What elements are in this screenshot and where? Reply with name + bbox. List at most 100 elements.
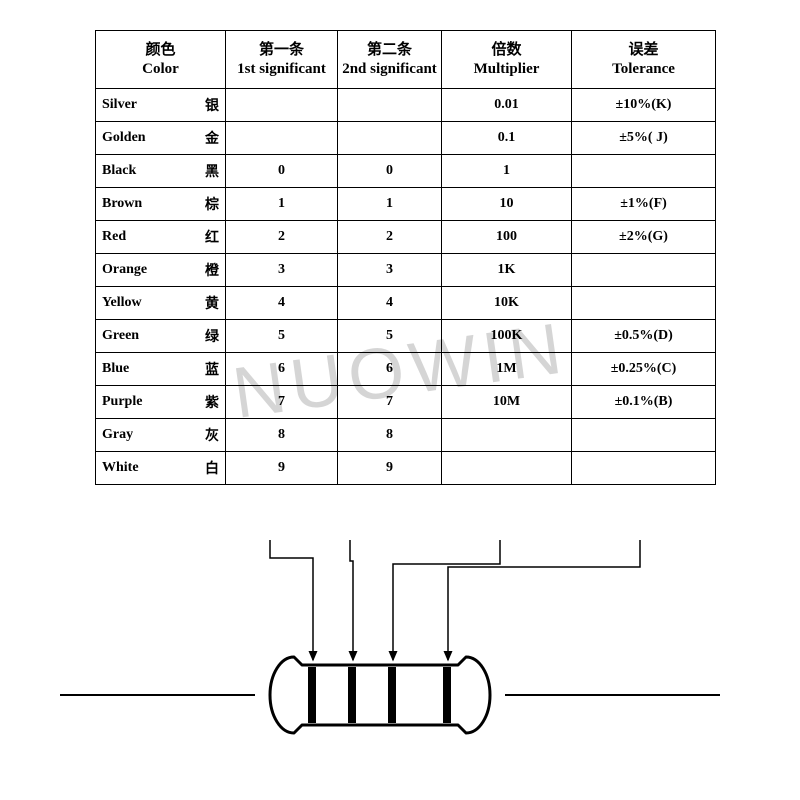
cell-first: 6 (226, 353, 338, 386)
cell-first: 1 (226, 188, 338, 221)
color-cn: 金 (205, 128, 219, 148)
indicator-arrow (350, 540, 353, 660)
color-cn: 黄 (205, 293, 219, 313)
resistor-band (443, 667, 451, 723)
table-row: Orange橙331K (96, 254, 716, 287)
cell-second: 0 (338, 155, 442, 188)
cell-second: 8 (338, 419, 442, 452)
resistor-band (348, 667, 356, 723)
resistor-band (388, 667, 396, 723)
cell-first (226, 122, 338, 155)
color-cn: 紫 (205, 392, 219, 412)
table-body: Silver银0.01±10%(K)Golden金0.1±5%( J)Black… (96, 89, 716, 485)
cell-second: 5 (338, 320, 442, 353)
cell-first: 7 (226, 386, 338, 419)
color-cn: 黑 (205, 161, 219, 181)
indicator-arrow (448, 540, 640, 660)
cell-second: 7 (338, 386, 442, 419)
cell-color: Orange 橙 (96, 254, 226, 287)
color-cn: 红 (205, 227, 219, 247)
header-cn: 倍数 (442, 41, 571, 60)
cell-tol (572, 419, 716, 452)
color-cn: 棕 (205, 194, 219, 214)
color-en: Black (102, 163, 136, 179)
color-cn: 银 (205, 95, 219, 115)
table-row: Gray灰88 (96, 419, 716, 452)
cell-mult: 1 (442, 155, 572, 188)
color-en: Red (102, 229, 126, 245)
header-en: Multiplier (442, 60, 571, 79)
header-en: 1st significant (226, 60, 337, 79)
cell-color: Yellow黄 (96, 287, 226, 320)
cell-mult (442, 452, 572, 485)
cell-mult: 100K (442, 320, 572, 353)
cell-second: 6 (338, 353, 442, 386)
color-cn: 白 (205, 458, 219, 478)
color-en: Blue (102, 361, 129, 377)
color-en: Gray (102, 427, 133, 443)
header-en: 2nd significant (338, 60, 441, 79)
color-en: Purple (102, 394, 142, 410)
cell-second (338, 122, 442, 155)
cell-first: 0 (226, 155, 338, 188)
cell-color: Red 红 (96, 221, 226, 254)
header-cn: 误差 (572, 41, 715, 60)
cell-first (226, 89, 338, 122)
cell-tol: ±0.25%(C) (572, 353, 716, 386)
cell-color: Purple 紫 (96, 386, 226, 419)
cell-first: 8 (226, 419, 338, 452)
cell-color: Silver 银 (96, 89, 226, 122)
indicator-arrows (270, 540, 640, 660)
color-cn: 橙 (205, 260, 219, 280)
table-header: 颜色Color第一条1st significant第二条2nd signific… (96, 31, 716, 89)
cell-tol (572, 254, 716, 287)
resistor-body (60, 657, 720, 733)
resistor-band (308, 667, 316, 723)
color-en: Brown (102, 196, 142, 212)
cell-second: 2 (338, 221, 442, 254)
table-row: Black黑001 (96, 155, 716, 188)
cell-color: Brown 棕 (96, 188, 226, 221)
header-col-0: 颜色Color (96, 31, 226, 89)
color-en: Green (102, 328, 139, 344)
table-row: Golden金0.1±5%( J) (96, 122, 716, 155)
header-en: Tolerance (572, 60, 715, 79)
cell-tol: ±10%(K) (572, 89, 716, 122)
indicator-arrow (393, 540, 500, 660)
table-row: White白99 (96, 452, 716, 485)
cell-mult: 10M (442, 386, 572, 419)
cell-mult: 0.1 (442, 122, 572, 155)
header-col-3: 倍数Multiplier (442, 31, 572, 89)
cell-second (338, 89, 442, 122)
header-cn: 颜色 (96, 41, 225, 60)
cell-tol (572, 287, 716, 320)
table-row: Red红22100±2%(G) (96, 221, 716, 254)
header-cn: 第一条 (226, 41, 337, 60)
color-code-table: 颜色Color第一条1st significant第二条2nd signific… (95, 30, 716, 485)
cell-tol: ±1%(F) (572, 188, 716, 221)
indicator-arrow (270, 540, 313, 660)
table-row: Yellow黄4410K (96, 287, 716, 320)
cell-second: 4 (338, 287, 442, 320)
cell-color: Green 绿 (96, 320, 226, 353)
header-col-4: 误差Tolerance (572, 31, 716, 89)
cell-color: Black 黑 (96, 155, 226, 188)
cell-first: 9 (226, 452, 338, 485)
color-cn: 绿 (205, 326, 219, 346)
cell-color: Gray灰 (96, 419, 226, 452)
table-row: Blue蓝661M±0.25%(C) (96, 353, 716, 386)
cell-first: 3 (226, 254, 338, 287)
color-en: Orange (102, 262, 147, 278)
color-en: Golden (102, 130, 146, 146)
cell-color: Blue蓝 (96, 353, 226, 386)
cell-mult: 10 (442, 188, 572, 221)
cell-tol: ±0.1%(B) (572, 386, 716, 419)
color-code-table-wrap: 颜色Color第一条1st significant第二条2nd signific… (95, 30, 715, 485)
cell-mult: 1K (442, 254, 572, 287)
cell-color: Golden 金 (96, 122, 226, 155)
cell-second: 9 (338, 452, 442, 485)
table-row: Green绿55100K±0.5%(D) (96, 320, 716, 353)
header-col-2: 第二条2nd significant (338, 31, 442, 89)
color-en: Silver (102, 97, 137, 113)
cell-tol (572, 155, 716, 188)
